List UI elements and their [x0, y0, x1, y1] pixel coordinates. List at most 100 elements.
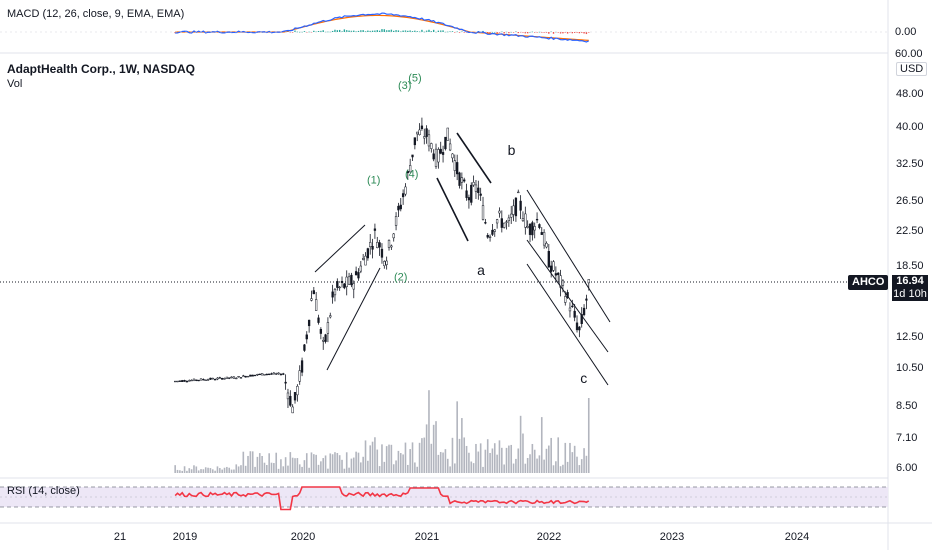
volume-bar — [472, 463, 475, 473]
correction-trend-upper[interactable] — [456, 132, 492, 184]
candle-body — [354, 271, 358, 276]
impulse-channel-lower[interactable] — [326, 267, 381, 371]
macd-histogram-bar — [552, 32, 555, 34]
macd-histogram-bar — [353, 30, 355, 32]
candle-body — [331, 291, 334, 298]
macd-histogram-bar — [515, 31, 517, 32]
macd-histogram-bar — [407, 30, 409, 32]
macd-histogram-bar — [338, 29, 341, 32]
macd-histogram-bar — [496, 32, 498, 34]
candle-body — [211, 377, 214, 380]
volume-bar — [583, 448, 585, 473]
volume-bar — [461, 418, 463, 473]
candle-body — [336, 281, 339, 288]
macd-histogram-bar — [503, 32, 505, 34]
candle-body — [225, 376, 229, 379]
time-axis[interactable]: 21 2019 2020 2021 2022 2023 2024 — [114, 531, 809, 543]
volume-bar — [221, 469, 223, 473]
candle-body — [559, 275, 562, 288]
volume-bar — [242, 451, 245, 473]
candle-body — [333, 288, 337, 296]
volume-bar — [235, 464, 238, 473]
elliott-drawings[interactable] — [314, 132, 611, 386]
volume-bar — [183, 466, 186, 473]
volume-bar — [414, 462, 416, 473]
wave-label: (5) — [408, 72, 421, 84]
rsi-legend[interactable]: RSI (14, close) — [7, 485, 80, 497]
volume-bar — [533, 449, 536, 473]
candle-body — [416, 131, 419, 135]
candle-body — [582, 307, 586, 316]
volume-bar — [296, 458, 299, 473]
volume-bar — [371, 441, 374, 473]
volume-bar — [357, 452, 360, 473]
volume-bar — [263, 462, 266, 473]
macd-histogram-bar — [395, 30, 397, 32]
candle-body — [540, 232, 543, 235]
volume-bar — [324, 455, 327, 473]
candle-body — [470, 184, 473, 203]
candle-body — [272, 372, 276, 375]
volume-bar — [573, 445, 576, 473]
volume-bar — [322, 458, 325, 473]
candle-body — [239, 377, 243, 379]
candle-body — [472, 182, 475, 186]
volume-bar — [519, 415, 522, 473]
candle-body — [378, 242, 381, 248]
macd-histogram-bar — [374, 30, 376, 32]
volume-bar — [407, 464, 409, 473]
macd-histogram-bar — [327, 31, 329, 33]
downtrend-channel-lower[interactable] — [526, 263, 609, 386]
candle-body — [312, 290, 315, 295]
candle-body — [456, 162, 459, 175]
candle-body — [474, 184, 478, 192]
downtrend-channel-upper[interactable] — [526, 189, 611, 323]
volume-bar — [211, 469, 214, 473]
rsi-indicator — [174, 486, 590, 511]
volume-bar — [399, 453, 402, 473]
candle-body — [359, 265, 362, 272]
volume-bar — [305, 453, 308, 473]
price-tick-label: 18.50 — [896, 260, 924, 272]
volume-bar — [458, 438, 461, 473]
candle-body — [192, 378, 196, 382]
volume-bar — [524, 463, 527, 473]
macd-histogram-bar — [320, 30, 322, 32]
price-tick-label: 40.00 — [896, 121, 924, 133]
candle-body — [418, 129, 421, 135]
downtrend-channel-middle[interactable] — [526, 239, 609, 353]
candle-body — [216, 377, 219, 380]
candle-body — [557, 272, 560, 276]
macd-histogram-bar — [491, 31, 494, 33]
volume-bar — [385, 446, 388, 473]
candle-body — [296, 385, 299, 396]
candle-body — [538, 224, 541, 228]
time-tick-label: 21 — [114, 531, 126, 543]
volume-bar — [249, 451, 252, 473]
candle-body — [343, 283, 346, 289]
candle-body — [204, 379, 207, 381]
volume-legend[interactable]: Vol — [7, 78, 23, 90]
candle-body — [350, 274, 353, 286]
candle-body — [197, 379, 200, 382]
price-axis[interactable]: 48.00 40.00 32.50 26.50 22.50 18.50 12.50 10.50… — [896, 88, 924, 474]
volume-bar — [493, 443, 496, 473]
candle-body — [268, 373, 271, 375]
impulse-channel-upper[interactable] — [314, 224, 366, 273]
chart-title[interactable]: AdaptHealth Corp., 1W, NASDAQ — [7, 62, 196, 76]
macd-histogram-bar — [458, 32, 461, 33]
wave-label: b — [508, 142, 516, 158]
currency-label[interactable]: USD — [896, 62, 928, 76]
volume-bar — [378, 466, 381, 473]
candle-body — [564, 296, 567, 303]
volume-bar — [482, 466, 484, 473]
macd-histogram-bar — [463, 32, 465, 33]
volume-bar — [416, 466, 419, 473]
correction-trend-lower[interactable] — [436, 177, 469, 242]
macd-histogram-bar — [578, 32, 581, 34]
macd-histogram-bar — [331, 30, 334, 32]
macd-legend[interactable]: MACD (12, 26, close, 9, EMA, EMA) — [7, 8, 185, 20]
symbol-badge[interactable]: AHCO — [848, 275, 889, 290]
candle-body — [293, 392, 297, 401]
